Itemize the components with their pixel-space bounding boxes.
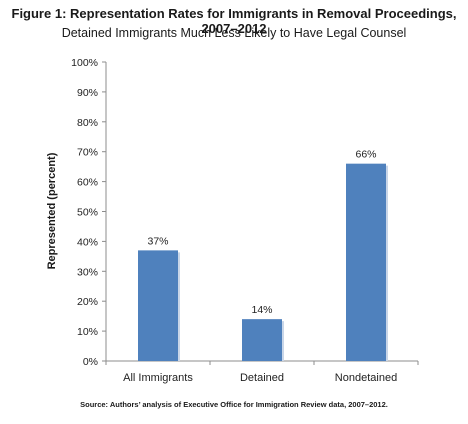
y-tick-label: 30% (77, 266, 98, 278)
x-tick-label: Nondetained (335, 372, 397, 384)
y-tick-label: 10% (77, 326, 98, 338)
y-tick-label: 50% (77, 207, 98, 219)
bar-chart: 0% 10% 20% 30% 40% 50% 60% 70% 80% 90% 100% 37% All … (71, 57, 419, 384)
y-tick-label: 90% (77, 87, 98, 99)
x-tick-label: All Immigrants (123, 372, 193, 384)
data-label: 37% (147, 235, 168, 247)
x-tick-label: Detained (240, 372, 284, 384)
source-note: Source: Authors’ analysis of Executive O… (80, 400, 388, 409)
chart-title: Figure 1: Representation Rates for Immig… (11, 6, 457, 36)
y-tick-label: 40% (77, 236, 98, 248)
y-tick-label: 20% (77, 296, 98, 308)
bar (138, 250, 178, 361)
y-tick-label: 80% (77, 117, 98, 129)
y-tick-label: 70% (77, 147, 98, 159)
chart-subtitle: Detained Immigrants Much Less Likely to … (61, 26, 407, 40)
y-tick-label: 0% (83, 356, 98, 368)
bar (242, 319, 282, 361)
bar (346, 163, 386, 361)
y-tick-label: 100% (71, 57, 98, 69)
y-tick-label: 60% (77, 177, 98, 189)
data-label: 66% (355, 149, 376, 161)
data-label: 14% (251, 304, 272, 316)
